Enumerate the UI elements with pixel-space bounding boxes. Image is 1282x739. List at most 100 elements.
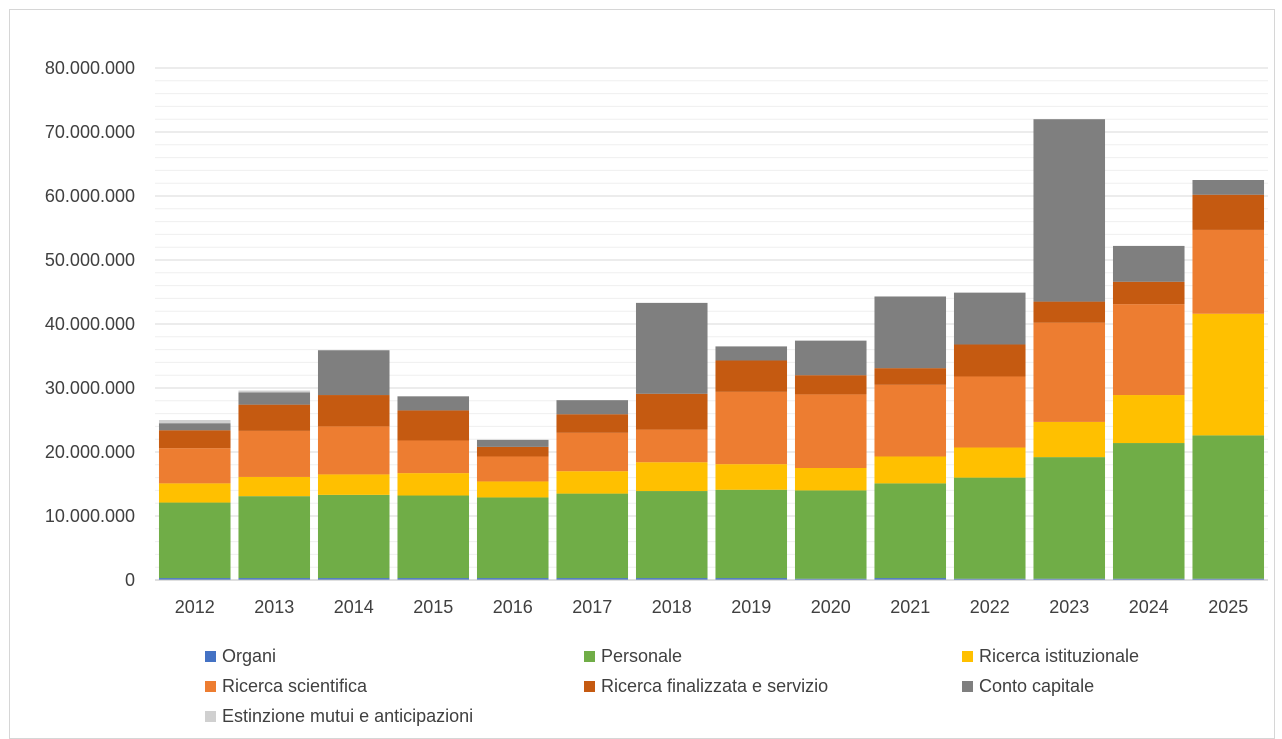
bar-segment-ricerca-finalizzata-e-servizio-2022 xyxy=(953,344,1026,377)
x-tick-label: 2018 xyxy=(652,597,692,617)
x-tick-label: 2021 xyxy=(890,597,930,617)
x-tick-label: 2016 xyxy=(493,597,533,617)
bar-segment-conto-capitale-2021 xyxy=(874,296,947,369)
x-tick-label: 2015 xyxy=(413,597,453,617)
x-tick-label: 2012 xyxy=(175,597,215,617)
bar-segment-ricerca-scientifica-2021 xyxy=(874,384,947,457)
bar-segment-personale-2021 xyxy=(874,483,947,579)
y-tick-label: 40.000.000 xyxy=(45,314,135,334)
bar-segment-organi-2024 xyxy=(1112,578,1185,580)
bar-segment-conto-capitale-2023 xyxy=(1033,119,1106,302)
bar-segment-ricerca-istituzionale-2016 xyxy=(476,481,549,498)
bar-segment-ricerca-finalizzata-e-servizio-2021 xyxy=(874,368,947,385)
bar-segment-personale-2015 xyxy=(397,495,470,579)
bar-segment-conto-capitale-2019 xyxy=(715,346,788,361)
bar-segment-organi-2019 xyxy=(715,578,788,580)
y-tick-label: 60.000.000 xyxy=(45,186,135,206)
bar-segment-ricerca-scientifica-2024 xyxy=(1112,304,1185,396)
bar-segment-ricerca-scientifica-2025 xyxy=(1192,229,1265,314)
bar-segment-conto-capitale-2013 xyxy=(238,392,311,405)
bar-segment-ricerca-istituzionale-2022 xyxy=(953,447,1026,478)
y-tick-label: 20.000.000 xyxy=(45,442,135,462)
bar-segment-conto-capitale-2012 xyxy=(158,423,231,431)
bar-segment-conto-capitale-2015 xyxy=(397,396,470,411)
bar-segment-ricerca-finalizzata-e-servizio-2013 xyxy=(238,404,311,431)
bar-segment-personale-2024 xyxy=(1112,443,1185,579)
x-tick-label: 2020 xyxy=(811,597,851,617)
bar-segment-ricerca-istituzionale-2013 xyxy=(238,476,311,497)
x-tick-label: 2019 xyxy=(731,597,771,617)
x-tick-label: 2023 xyxy=(1049,597,1089,617)
bar-segment-organi-2023 xyxy=(1033,578,1106,580)
x-tick-label: 2017 xyxy=(572,597,612,617)
bar-segment-conto-capitale-2025 xyxy=(1192,180,1265,195)
bar-segment-personale-2023 xyxy=(1033,457,1106,579)
y-tick-label: 50.000.000 xyxy=(45,250,135,270)
bar-segment-personale-2013 xyxy=(238,496,311,579)
bar-segment-organi-2013 xyxy=(238,578,311,580)
bar-segment-conto-capitale-2018 xyxy=(635,302,708,394)
bar-segment-ricerca-istituzionale-2023 xyxy=(1033,421,1106,458)
bar-segment-ricerca-istituzionale-2018 xyxy=(635,462,708,492)
bar-segment-estinzione-mutui-e-anticipazioni-2012 xyxy=(158,420,231,424)
bar-segment-personale-2014 xyxy=(317,494,390,579)
bar-segment-personale-2022 xyxy=(953,477,1026,579)
y-tick-label: 30.000.000 xyxy=(45,378,135,398)
bar-segment-ricerca-finalizzata-e-servizio-2025 xyxy=(1192,194,1265,230)
bar-segment-ricerca-istituzionale-2014 xyxy=(317,474,390,495)
bar-segment-ricerca-istituzionale-2024 xyxy=(1112,395,1185,444)
bar-segment-ricerca-scientifica-2020 xyxy=(794,394,867,468)
bar-segment-organi-2017 xyxy=(556,578,629,580)
bar-segment-ricerca-istituzionale-2012 xyxy=(158,483,231,503)
bar-segment-ricerca-scientifica-2019 xyxy=(715,391,788,465)
bar-segment-ricerca-scientifica-2014 xyxy=(317,426,390,475)
bar-segment-ricerca-finalizzata-e-servizio-2023 xyxy=(1033,301,1106,323)
x-tick-label: 2022 xyxy=(970,597,1010,617)
y-tick-label: 80.000.000 xyxy=(45,58,135,78)
x-tick-label: 2013 xyxy=(254,597,294,617)
bar-segment-ricerca-istituzionale-2025 xyxy=(1192,313,1265,436)
bar-segment-ricerca-scientifica-2016 xyxy=(476,456,549,482)
bar-segment-ricerca-finalizzata-e-servizio-2024 xyxy=(1112,281,1185,305)
bar-segment-conto-capitale-2017 xyxy=(556,400,629,415)
x-axis: 2012 2013 2014 2015 2016 2017 2018 2019 2020 2021… xyxy=(155,579,1268,617)
bar-segment-ricerca-finalizzata-e-servizio-2016 xyxy=(476,446,549,457)
bar-segment-ricerca-scientifica-2017 xyxy=(556,432,629,472)
bar-segment-ricerca-finalizzata-e-servizio-2017 xyxy=(556,414,629,433)
bar-segment-ricerca-finalizzata-e-servizio-2012 xyxy=(158,430,231,449)
bar-segment-personale-2018 xyxy=(635,491,708,579)
bar-segment-organi-2020 xyxy=(794,578,867,580)
bar-segment-conto-capitale-2020 xyxy=(794,340,867,376)
x-tick-label: 2025 xyxy=(1208,597,1248,617)
bar-segment-personale-2017 xyxy=(556,493,629,579)
y-tick-label: 70.000.000 xyxy=(45,122,135,142)
bar-segment-organi-2014 xyxy=(317,578,390,580)
bar-segment-ricerca-finalizzata-e-servizio-2015 xyxy=(397,410,470,441)
bar-stacks xyxy=(158,119,1265,580)
bar-segment-ricerca-istituzionale-2020 xyxy=(794,468,867,491)
bar-segment-ricerca-scientifica-2018 xyxy=(635,429,708,463)
bar-segment-ricerca-finalizzata-e-servizio-2014 xyxy=(317,395,390,427)
bar-segment-estinzione-mutui-e-anticipazioni-2013 xyxy=(238,390,311,393)
bar-segment-organi-2025 xyxy=(1192,578,1265,580)
bar-segment-ricerca-istituzionale-2019 xyxy=(715,464,788,490)
bar-segment-ricerca-scientifica-2015 xyxy=(397,440,470,474)
bar-segment-ricerca-finalizzata-e-servizio-2018 xyxy=(635,393,708,430)
bar-segment-ricerca-scientifica-2012 xyxy=(158,448,231,484)
bar-segment-ricerca-scientifica-2013 xyxy=(238,430,311,477)
bar-segment-organi-2022 xyxy=(953,578,1026,580)
bar-segment-ricerca-finalizzata-e-servizio-2020 xyxy=(794,375,867,395)
bar-segment-personale-2016 xyxy=(476,497,549,579)
bar-segment-ricerca-istituzionale-2021 xyxy=(874,456,947,484)
bar-segment-ricerca-scientifica-2022 xyxy=(953,376,1026,448)
bar-segment-ricerca-finalizzata-e-servizio-2019 xyxy=(715,360,788,392)
bar-segment-conto-capitale-2014 xyxy=(317,350,390,396)
bar-segment-ricerca-istituzionale-2017 xyxy=(556,471,629,494)
y-tick-label: 10.000.000 xyxy=(45,506,135,526)
bar-segment-personale-2012 xyxy=(158,502,231,579)
bar-segment-conto-capitale-2022 xyxy=(953,292,1026,345)
bar-segment-ricerca-istituzionale-2015 xyxy=(397,473,470,496)
y-tick-label: 0 xyxy=(125,570,135,590)
x-tick-label: 2014 xyxy=(334,597,374,617)
